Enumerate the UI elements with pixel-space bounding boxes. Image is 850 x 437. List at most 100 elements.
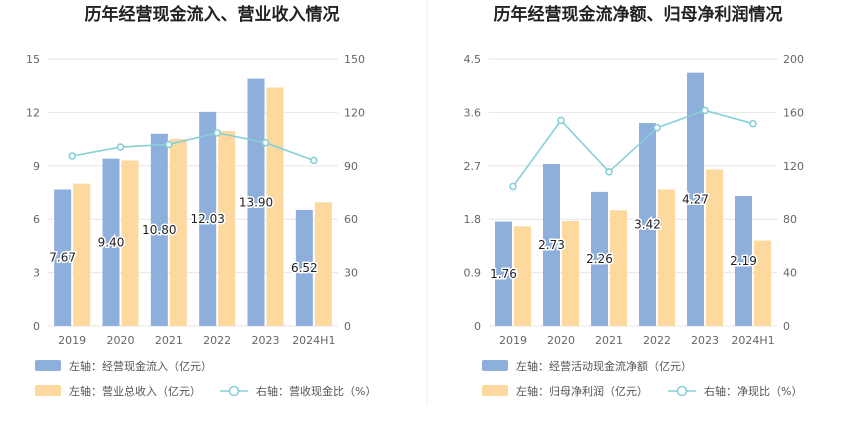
x-axis-tick-label: 2023 [252, 334, 280, 347]
x-axis-tick-label: 2022 [643, 334, 671, 347]
right-axis-tick-label: 0 [783, 320, 790, 333]
legend-label-line: 右轴：营收现金比（%） [256, 384, 376, 398]
legend-label-secondary: 左轴：营业总收入（亿元） [69, 384, 201, 398]
bar-primary [102, 158, 120, 326]
bar-data-label: 12.03 [190, 212, 224, 226]
left-axis-tick-label: 2.7 [464, 160, 482, 173]
right-axis-tick-label: 150 [344, 53, 365, 66]
right-axis-tick-label: 160 [783, 106, 804, 119]
bar-secondary [169, 139, 187, 326]
x-axis-tick-label: 2022 [203, 334, 231, 347]
bar-primary [543, 164, 560, 326]
left-axis-tick-label: 9 [33, 160, 40, 173]
ratio-point [557, 116, 565, 125]
legend-swatch-primary [35, 360, 61, 371]
ratio-point [509, 182, 517, 191]
bar-secondary [658, 189, 675, 326]
bar-primary [295, 209, 313, 326]
left-axis-tick-label: 0.9 [464, 267, 482, 280]
left-axis-tick-label: 3.6 [464, 106, 482, 119]
ratio-point [116, 143, 125, 151]
bar-secondary [218, 131, 236, 326]
bar-primary [735, 196, 752, 326]
right-axis-tick-label: 0 [344, 320, 351, 333]
x-axis-tick-label: 2019 [58, 334, 86, 347]
left-axis-tick-label: 0 [33, 320, 40, 333]
x-axis-tick-label: 2021 [155, 334, 183, 347]
bar-primary [687, 72, 704, 326]
bar-data-label: 2.73 [538, 238, 565, 252]
ratio-point [213, 129, 221, 137]
bar-secondary [73, 183, 91, 326]
chart-panel-1: 历年经营现金流入、营业收入情况 0 0 3 30 6 60 9 90 12 120 15 150 7.67… [26, 4, 376, 398]
bar-secondary [314, 202, 332, 326]
right-axis-tick-label: 40 [783, 267, 797, 280]
bar-primary [199, 111, 217, 326]
left-axis-tick-label: 3 [33, 267, 40, 280]
right-axis-tick-label: 90 [344, 160, 358, 173]
x-axis-tick-label: 2020 [107, 334, 135, 347]
right-axis-tick-label: 60 [344, 213, 358, 226]
chart-panel-2: 历年经营现金流净额、归母净利润情况 0 0 0.9 40 1.8 80 2.7 120 3.6 16… [464, 4, 805, 398]
ratio-point [68, 152, 76, 160]
left-axis-tick-label: 0 [474, 320, 481, 333]
x-axis-tick-label: 2023 [691, 334, 719, 347]
legend-swatch-secondary [35, 385, 61, 396]
left-axis-tick-label: 15 [26, 53, 40, 66]
ratio-point [605, 168, 613, 176]
legend-swatch-line-marker [676, 385, 688, 397]
x-axis-tick-label: 2020 [547, 334, 575, 347]
legend-label-primary: 左轴：经营活动现金流净额（亿元） [516, 359, 692, 373]
bar-secondary [610, 210, 627, 326]
x-axis-tick-label: 2024H1 [731, 334, 774, 347]
bar-secondary [121, 160, 139, 326]
bar-data-label: 6.52 [291, 261, 318, 275]
legend: 左轴：经营活动现金流净额（亿元） 左轴：归母净利润（亿元） 右轴：净现比（%） [482, 359, 802, 398]
x-axis-tick-label: 2021 [595, 334, 623, 347]
bar-secondary [562, 220, 579, 326]
bar-secondary [514, 226, 531, 326]
legend: 左轴：经营现金流入（亿元） 左轴：营业总收入（亿元） 右轴：营收现金比（%） [35, 359, 376, 398]
bar-primary [150, 133, 168, 326]
ratio-line [72, 132, 315, 162]
bar-data-label: 13.90 [239, 195, 273, 209]
left-axis-tick-label: 12 [26, 106, 40, 119]
ratio-point [701, 106, 709, 115]
bar-data-label: 7.67 [49, 251, 76, 265]
right-axis-tick-label: 200 [783, 53, 804, 66]
bar-data-label: 4.27 [682, 192, 709, 206]
bar-primary [591, 191, 608, 326]
x-axis-tick-label: 2019 [499, 334, 527, 347]
bar-primary [54, 189, 72, 326]
bar-data-label: 1.76 [490, 267, 517, 281]
legend-swatch-line-marker [228, 385, 240, 397]
ratio-point [749, 119, 757, 128]
bar-data-label: 3.42 [634, 218, 661, 232]
chart-title: 历年经营现金流入、营业收入情况 [85, 4, 340, 25]
bar-secondary [754, 240, 771, 326]
ratio-point [310, 156, 318, 165]
legend-label-primary: 左轴：经营现金流入（亿元） [69, 359, 212, 373]
left-axis-tick-label: 4.5 [464, 53, 482, 66]
legend-label-line: 右轴：净现比（%） [704, 384, 802, 398]
legend-swatch-primary [482, 360, 508, 371]
bar-data-label: 9.40 [98, 235, 125, 249]
ratio-point [653, 123, 661, 132]
legend-swatch-secondary [482, 385, 508, 396]
x-axis-tick-label: 2024H1 [292, 334, 335, 347]
bar-data-label: 2.19 [730, 254, 757, 268]
chart-title: 历年经营现金流净额、归母净利润情况 [494, 4, 783, 25]
right-axis-tick-label: 80 [783, 213, 797, 226]
bar-secondary [706, 169, 723, 326]
right-axis-tick-label: 30 [344, 267, 358, 280]
ratio-point [165, 140, 173, 149]
left-axis-tick-label: 1.8 [464, 213, 482, 226]
bar-data-label: 10.80 [142, 223, 176, 237]
legend-label-secondary: 左轴：归母净利润（亿元） [516, 384, 648, 398]
ratio-line [512, 109, 754, 187]
ratio-point [261, 138, 270, 147]
bar-data-label: 2.26 [586, 252, 613, 266]
left-axis-tick-label: 6 [33, 213, 40, 226]
